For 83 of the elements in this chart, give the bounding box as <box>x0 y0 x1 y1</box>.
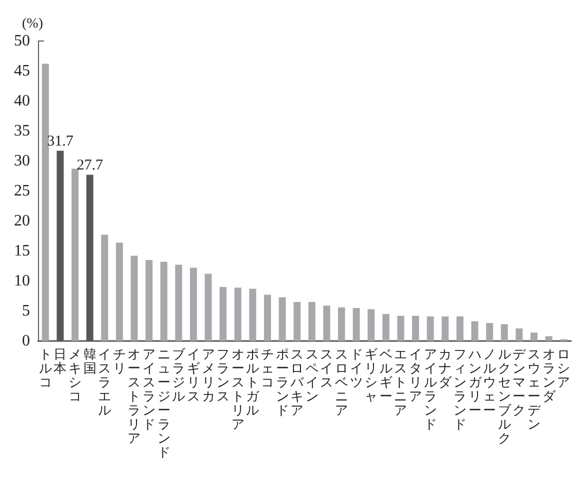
x-tick-label: スロベニア <box>335 346 348 418</box>
bar <box>204 274 212 341</box>
bar <box>190 268 197 341</box>
x-tick-label: スペイン <box>305 346 318 404</box>
bar <box>160 262 168 341</box>
bar <box>308 302 316 341</box>
bar <box>264 294 271 341</box>
bar <box>234 288 242 341</box>
bar <box>530 332 538 341</box>
bar <box>101 234 108 341</box>
y-tick-label: 5 <box>22 302 30 320</box>
y-tick-label: 50 <box>14 32 30 50</box>
bar <box>471 321 478 341</box>
y-tick-label: 15 <box>14 242 30 260</box>
bar <box>130 256 138 341</box>
x-tick-label: フランス <box>216 346 230 404</box>
data-label: 31.7 <box>47 133 74 150</box>
x-tick-label: イスラエル <box>98 346 112 418</box>
x-tick-label: アイスランド <box>142 346 156 432</box>
y-tick-label: 40 <box>14 92 30 110</box>
x-tick-label: ノルウェー <box>483 346 496 418</box>
x-tick-label: ブラジル <box>172 346 186 404</box>
y-axis-title: (%) <box>22 16 44 32</box>
bar <box>338 307 346 341</box>
bar <box>294 302 301 341</box>
x-tick-label: ドイツ <box>350 346 363 390</box>
x-tick-label: ロシア <box>557 346 570 390</box>
x-tick-label: ポーランド <box>276 346 289 418</box>
x-tick-label: デンマーク <box>512 346 527 418</box>
x-tick-label: オーストリア <box>231 346 244 432</box>
y-tick-label: 0 <box>22 332 30 350</box>
x-tick-label: トルコ <box>38 346 52 390</box>
bar <box>175 264 182 341</box>
x-tick-label: イタリア <box>409 346 422 404</box>
y-tick-label: 10 <box>14 272 30 290</box>
bar <box>426 316 434 341</box>
bar <box>516 328 523 341</box>
x-tick-label: ニュージーランド <box>157 346 170 460</box>
x-tick-label: メキシコ <box>68 346 82 404</box>
bar <box>278 297 286 341</box>
bar <box>323 306 330 341</box>
data-label: 27.7 <box>76 157 104 174</box>
x-tick-label: スイス <box>320 346 334 390</box>
bar <box>500 324 508 341</box>
x-tick-label: アメリカ <box>202 346 215 404</box>
x-tick-label: ルクセンブルク <box>498 346 512 446</box>
x-tick-label: フィンランド <box>453 346 466 432</box>
y-tick-label: 35 <box>14 122 30 140</box>
y-tick-label: 30 <box>14 152 30 170</box>
bar <box>486 323 494 341</box>
y-tick-label: 25 <box>14 182 30 200</box>
bar <box>42 64 49 341</box>
x-tick-label: ギリシャ <box>364 346 378 404</box>
x-tick-label: オーストラリア <box>128 346 141 446</box>
bar <box>382 314 390 341</box>
bar <box>352 308 360 341</box>
x-tick-label: アイルランド <box>424 346 437 432</box>
bar <box>412 316 420 341</box>
bar <box>545 336 552 341</box>
bar <box>249 288 256 341</box>
x-tick-label: スロバキア <box>290 346 305 418</box>
bar <box>146 260 153 341</box>
bar <box>368 309 375 341</box>
bar <box>442 316 449 341</box>
x-tick-label: 韓国 <box>83 346 96 376</box>
x-tick-label: オランダ <box>542 346 556 404</box>
bar <box>456 316 464 341</box>
bar <box>72 168 79 341</box>
x-tick-label: エストニア <box>394 346 408 418</box>
bar <box>220 287 227 341</box>
x-tick-label: イギリス <box>186 346 200 404</box>
x-tick-label: カナダ <box>438 346 453 390</box>
x-tick-label: ポルトガル <box>246 346 260 418</box>
x-tick-label: ベルギー <box>379 346 392 404</box>
x-tick-label: 日本 <box>54 346 67 376</box>
x-tick-label: ハンガリー <box>467 346 482 418</box>
x-tick-label: チェコ <box>260 346 274 390</box>
x-tick-label: チリ <box>112 346 126 376</box>
bar <box>116 242 123 341</box>
bar <box>397 316 404 341</box>
y-tick-label: 45 <box>14 62 30 80</box>
y-tick-label: 20 <box>14 212 30 230</box>
x-tick-label: スウェーデン <box>527 346 542 432</box>
